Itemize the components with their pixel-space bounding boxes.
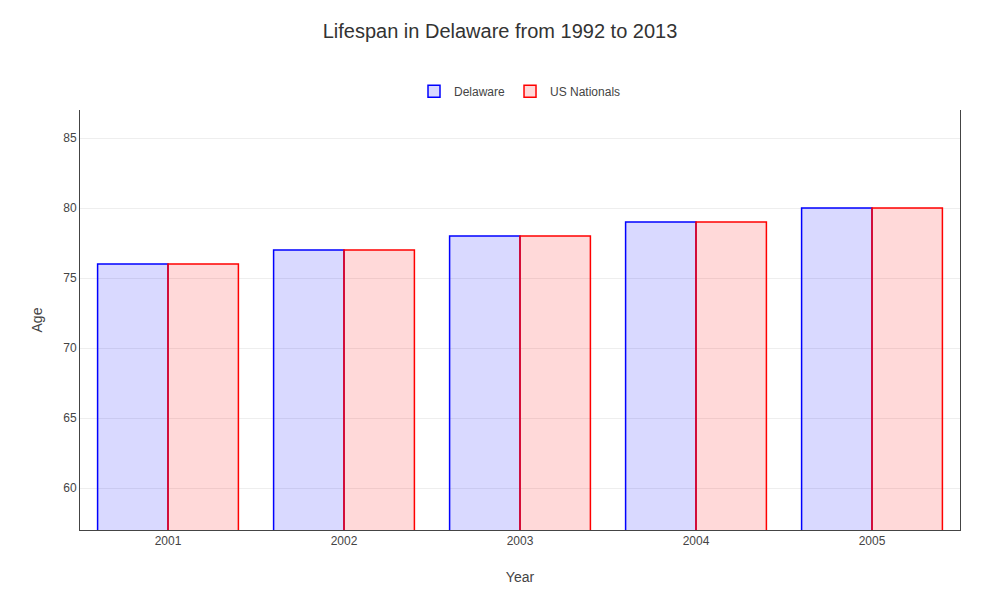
svg-text:80: 80 xyxy=(63,201,77,215)
svg-text:2002: 2002 xyxy=(331,534,358,548)
svg-text:60: 60 xyxy=(63,481,77,495)
svg-text:Lifespan in Delaware from 1992: Lifespan in Delaware from 1992 to 2013 xyxy=(323,20,678,42)
svg-text:Age: Age xyxy=(29,307,45,332)
svg-text:2005: 2005 xyxy=(859,534,886,548)
svg-text:2003: 2003 xyxy=(507,534,534,548)
svg-text:2004: 2004 xyxy=(683,534,710,548)
svg-text:US Nationals: US Nationals xyxy=(550,85,620,99)
svg-text:Year: Year xyxy=(506,569,535,585)
svg-text:Delaware: Delaware xyxy=(454,85,505,99)
svg-text:75: 75 xyxy=(63,271,77,285)
svg-text:2001: 2001 xyxy=(155,534,182,548)
svg-text:65: 65 xyxy=(63,411,77,425)
svg-text:70: 70 xyxy=(63,341,77,355)
svg-text:85: 85 xyxy=(63,131,77,145)
